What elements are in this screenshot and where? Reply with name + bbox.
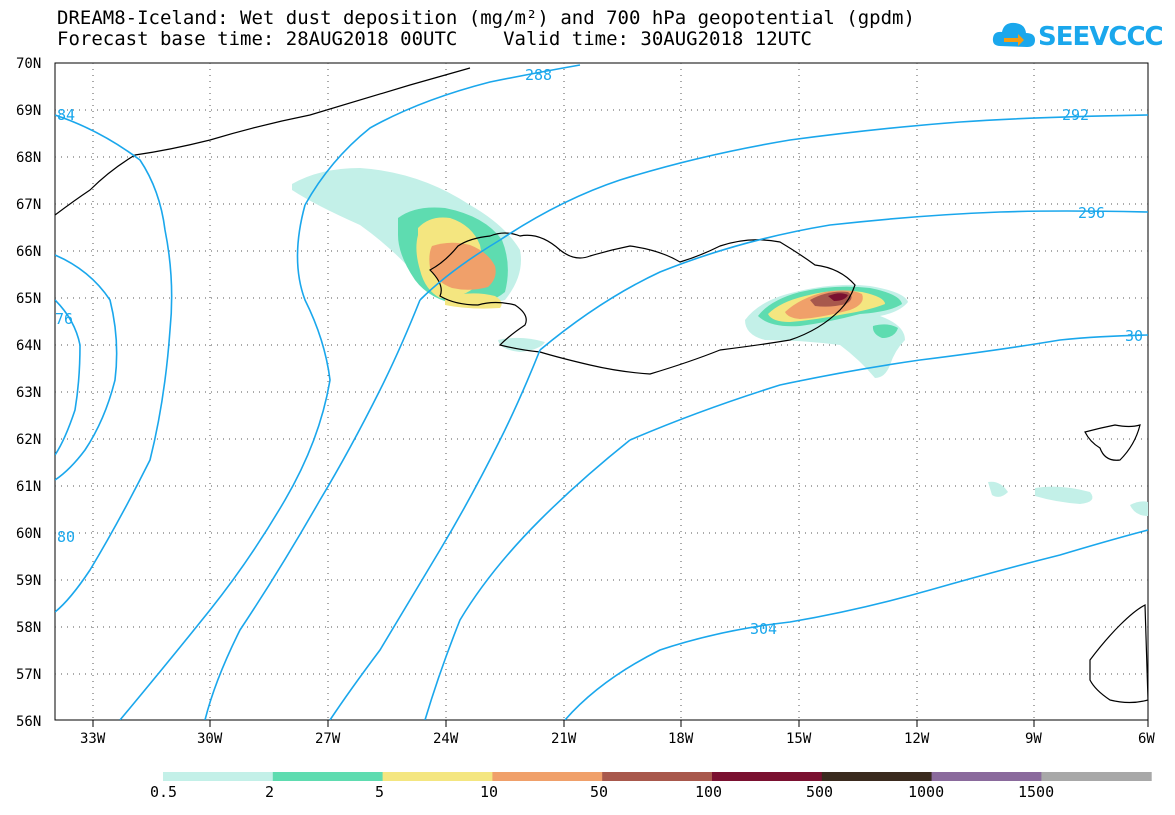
legend-swatch: [272, 772, 384, 781]
contour-labels: 288 292 296 30 304 84 76 80: [55, 66, 1143, 638]
legend-swatch: [382, 772, 493, 781]
forecast-time-line: Forecast base time: 28AUG2018 00UTC Vali…: [57, 28, 812, 50]
legend-label: 100: [695, 783, 722, 801]
lat-label: 59N: [16, 573, 41, 589]
coastlines: [55, 67, 1148, 704]
contour-label-296: 296: [1078, 204, 1105, 222]
lat-label: 56N: [16, 714, 41, 730]
lon-label: 15W: [786, 731, 812, 747]
contour-label-292: 292: [1062, 106, 1089, 124]
legend-swatch: [821, 772, 933, 781]
lat-label: 57N: [16, 667, 41, 683]
legend-label: 1000: [908, 783, 944, 801]
lat-label: 64N: [16, 338, 41, 354]
geopotential-contours: [55, 64, 1148, 720]
legend-labels: 0.5 2 5 10 50 100 500 1000 1500: [150, 783, 1054, 801]
legend-swatch: [712, 772, 823, 781]
legend-swatch: [602, 772, 713, 781]
legend-label: 2: [265, 783, 274, 801]
contour-label-304: 304: [750, 620, 777, 638]
contour-label-280: 80: [57, 528, 75, 546]
legend-swatch: [931, 772, 1042, 781]
lat-label: 70N: [16, 56, 41, 72]
contour-label-288: 288: [525, 66, 552, 84]
lat-label: 61N: [16, 479, 41, 495]
lon-label: 6W: [1138, 731, 1155, 747]
lon-label: 12W: [904, 731, 930, 747]
longitude-labels: 33W 30W 27W 24W 21W 18W 15W 12W 9W 6W: [80, 731, 1155, 747]
legend-label: 500: [806, 783, 833, 801]
lat-label: 65N: [16, 291, 41, 307]
lon-label: 33W: [80, 731, 106, 747]
legend-label: 0.5: [150, 783, 177, 801]
lat-label: 67N: [16, 197, 41, 213]
contour-label-284: 84: [57, 106, 75, 124]
contour-label-300: 30: [1125, 327, 1143, 345]
seevccc-logo: SEEVCCC: [990, 16, 1170, 60]
lon-label: 21W: [551, 731, 577, 747]
logo-text: SEEVCCC: [1038, 22, 1164, 52]
dust-patch-southeast: [988, 481, 1148, 516]
cloud-arrow-icon: [992, 22, 1035, 47]
dust-plume-west: [292, 168, 545, 352]
dust-plume-east: [745, 284, 908, 378]
legend-colorbar: [163, 772, 1152, 781]
legend-swatch: [163, 772, 274, 781]
lat-label: 62N: [16, 432, 41, 448]
lat-label: 69N: [16, 103, 41, 119]
axis-ticks: [92, 720, 1149, 727]
lat-label: 63N: [16, 385, 41, 401]
lon-label: 27W: [315, 731, 341, 747]
lat-label: 68N: [16, 150, 41, 166]
lat-label: 66N: [16, 244, 41, 260]
lon-label: 9W: [1025, 731, 1042, 747]
lon-label: 30W: [197, 731, 223, 747]
lat-label: 60N: [16, 526, 41, 542]
legend-label: 50: [590, 783, 608, 801]
legend-label: 1500: [1018, 783, 1054, 801]
lon-label: 18W: [668, 731, 694, 747]
lat-label: 58N: [16, 620, 41, 636]
lon-label: 24W: [433, 731, 459, 747]
map-title: DREAM8-Iceland: Wet dust deposition (mg/…: [57, 7, 915, 29]
legend-label: 5: [375, 783, 384, 801]
contour-label-276: 76: [55, 310, 73, 328]
graticule: [55, 63, 1148, 720]
legend-swatch: [492, 772, 603, 781]
latitude-labels: 70N 69N 68N 67N 66N 65N 64N 63N 62N 61N …: [16, 56, 41, 730]
legend-label: 10: [480, 783, 498, 801]
legend-swatch: [1041, 772, 1152, 781]
